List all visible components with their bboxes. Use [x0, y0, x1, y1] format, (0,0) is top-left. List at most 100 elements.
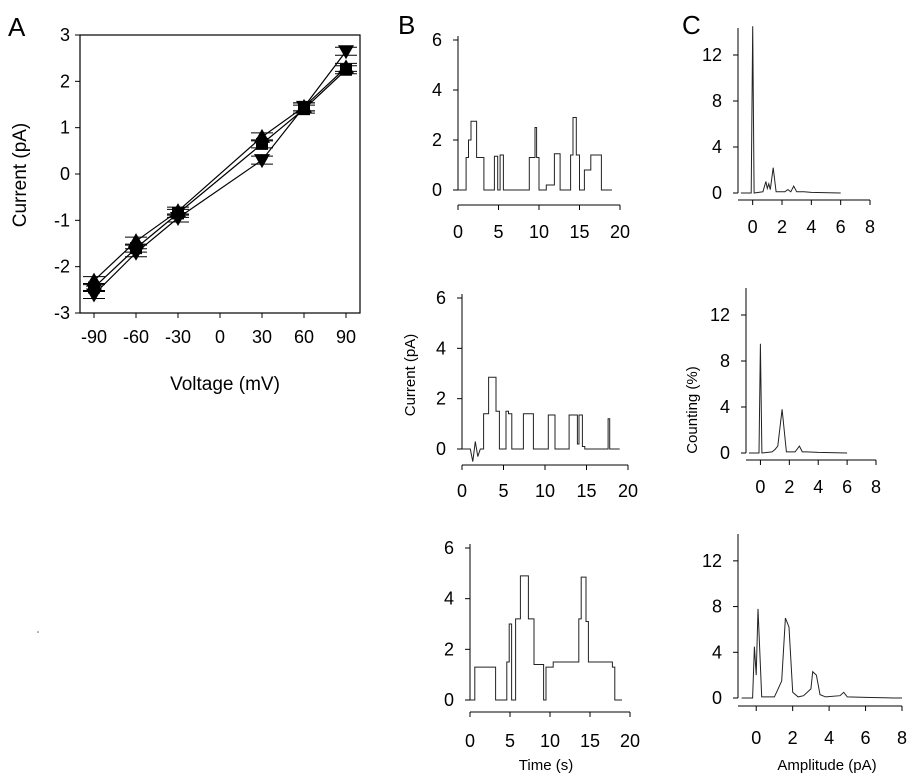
panel-letter-c: C	[682, 10, 701, 40]
y-tick-label: 1	[60, 118, 70, 138]
y-tick-label: 4	[432, 80, 442, 100]
chart-panel-a-0: -3 -2 -1 0 1 2 3 -90 -60 -30 0 30 60 90 Voltage (mV) Cu…	[10, 25, 361, 395]
stray-dot	[37, 631, 39, 633]
data-point-triangle-down	[86, 288, 102, 303]
y-tick-label: 8	[712, 91, 722, 111]
data-point-triangle-down	[254, 154, 270, 169]
y-tick-label: -2	[54, 257, 70, 277]
x-tick-label: 2	[784, 477, 794, 497]
x-tick-label: 6	[836, 217, 846, 237]
x-tick-label: 10	[540, 731, 560, 751]
current-trace	[462, 376, 620, 462]
chart-panel-b-5: 0 2 4 6 0 5 10 15 20 Time (s)	[444, 538, 640, 774]
y-tick-label: 6	[444, 538, 454, 558]
data-point-square	[340, 63, 352, 76]
x-tick-label: 4	[813, 477, 823, 497]
current-trace	[458, 117, 612, 191]
x-tick-label: 0	[215, 327, 225, 347]
y-tick-label: 0	[60, 164, 70, 184]
x-tick-label: 2	[788, 728, 798, 748]
x-tick-label: 0	[751, 728, 761, 748]
y-tick-label: 2	[432, 130, 442, 150]
x-tick-label: -60	[123, 327, 149, 347]
chart-panel-b-1: 0 2 4 6 0 5 10 15 20	[432, 30, 630, 242]
x-axis-label: Amplitude (pA)	[777, 757, 876, 774]
x-tick-label: 10	[529, 222, 549, 242]
chart-panel-b-3: 0 2 4 6 0 5 10 15 20 Current (pA)	[402, 288, 638, 501]
x-tick-label: 2	[777, 217, 787, 237]
y-tick-label: 4	[712, 137, 722, 157]
current-trace	[470, 575, 622, 701]
x-tick-label: 6	[842, 477, 852, 497]
x-tick-label: 8	[871, 477, 881, 497]
x-tick-label: 20	[618, 481, 638, 501]
y-tick-label: 6	[436, 288, 446, 308]
y-axis-label: Current (pA)	[10, 123, 31, 228]
x-tick-label: 5	[505, 731, 515, 751]
x-tick-label: 15	[569, 222, 589, 242]
y-tick-label: 0	[720, 443, 730, 463]
data-point-square	[256, 137, 268, 150]
series-line	[93, 50, 347, 295]
y-tick-label: 12	[702, 45, 722, 65]
y-tick-label: -1	[54, 210, 70, 230]
x-tick-label: 4	[806, 217, 816, 237]
data-point-triangle-down	[296, 100, 312, 115]
x-tick-label: 8	[865, 217, 875, 237]
y-tick-label: 0	[444, 690, 454, 710]
x-tick-label: 5	[498, 481, 508, 501]
y-tick-label: 0	[712, 688, 722, 708]
y-tick-label: 6	[432, 30, 442, 50]
y-tick-label: 12	[702, 551, 722, 571]
y-tick-label: 2	[60, 71, 70, 91]
histogram-line	[740, 26, 841, 194]
x-tick-label: 15	[576, 481, 596, 501]
x-tick-label: 0	[453, 222, 463, 242]
panel-letter-b: B	[398, 10, 415, 40]
x-tick-label: 0	[748, 217, 758, 237]
x-tick-label: 10	[535, 481, 555, 501]
y-tick-label: 0	[712, 183, 722, 203]
chart-panel-c-6: 0 4 8 12 0 2 4 6 8 Amplitude (pA)	[702, 534, 907, 774]
x-tick-label: 5	[493, 222, 503, 242]
y-tick-label: 4	[444, 589, 454, 609]
x-tick-label: 8	[897, 728, 907, 748]
x-tick-label: 20	[610, 222, 630, 242]
y-tick-label: 2	[444, 639, 454, 659]
x-tick-label: 6	[861, 728, 871, 748]
y-tick-label: 3	[60, 25, 70, 45]
x-tick-label: -30	[165, 327, 191, 347]
x-axis-label: Time (s)	[519, 757, 573, 774]
data-point-triangle-down	[170, 212, 186, 227]
x-axis-label: Voltage (mV)	[170, 374, 280, 395]
y-tick-label: 4	[712, 642, 722, 662]
panel-letter-a: A	[8, 12, 26, 42]
x-tick-label: 0	[755, 477, 765, 497]
y-axis-label: Current (pA)	[402, 334, 419, 417]
x-tick-label: 90	[336, 327, 356, 347]
y-tick-label: 0	[432, 180, 442, 200]
x-tick-label: -90	[81, 327, 107, 347]
y-tick-label: 2	[436, 389, 446, 409]
x-tick-label: 30	[252, 327, 272, 347]
x-tick-label: 15	[580, 731, 600, 751]
x-tick-label: 60	[294, 327, 314, 347]
histogram-line	[741, 608, 902, 699]
x-tick-label: 20	[620, 731, 640, 751]
y-tick-label: 8	[712, 597, 722, 617]
y-tick-label: 12	[710, 305, 730, 325]
y-axis-label: Counting (%)	[684, 366, 701, 454]
histogram-line	[748, 343, 848, 454]
x-tick-label: 4	[824, 728, 834, 748]
y-tick-label: 8	[720, 351, 730, 371]
data-point-triangle-down	[128, 246, 144, 261]
y-tick-label: 0	[436, 439, 446, 459]
x-tick-label: 0	[457, 481, 467, 501]
x-tick-label: 0	[465, 731, 475, 751]
y-tick-label: 4	[720, 397, 730, 417]
data-point-triangle-down	[338, 45, 354, 60]
